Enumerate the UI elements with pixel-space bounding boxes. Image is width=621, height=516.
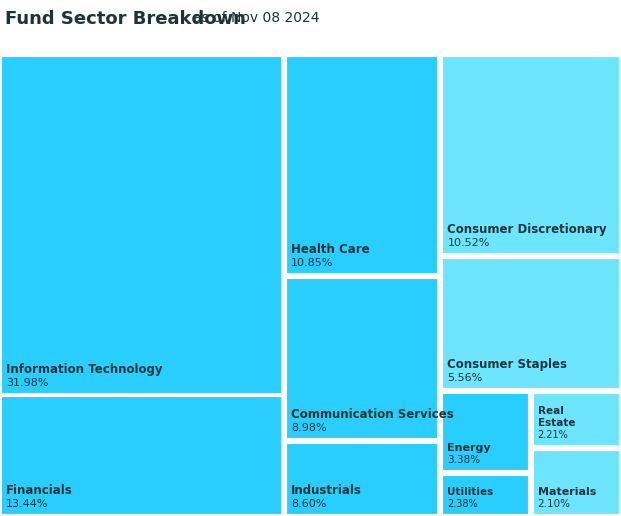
Bar	[533, 450, 620, 515]
Text: Consumer Discretionary: Consumer Discretionary	[448, 223, 607, 236]
Text: 2.38%: 2.38%	[448, 499, 478, 509]
Text: 3.38%: 3.38%	[448, 455, 481, 465]
Bar	[442, 475, 528, 515]
Text: 2.21%: 2.21%	[538, 430, 568, 440]
Text: Communication Services: Communication Services	[291, 408, 454, 421]
Text: 10.52%: 10.52%	[448, 238, 490, 248]
Bar	[442, 258, 620, 389]
Text: Information Technology: Information Technology	[6, 363, 163, 376]
Text: Fund Sector Breakdown: Fund Sector Breakdown	[5, 10, 246, 28]
Bar	[1, 56, 282, 394]
Text: 8.98%: 8.98%	[291, 423, 327, 433]
Text: Real
Estate: Real Estate	[538, 407, 575, 428]
Bar	[286, 56, 438, 274]
Bar	[442, 56, 620, 254]
Bar	[286, 443, 438, 515]
Bar	[442, 393, 528, 471]
Text: Financials: Financials	[6, 484, 73, 497]
Bar	[533, 393, 620, 446]
Text: as of Nov 08 2024: as of Nov 08 2024	[193, 11, 319, 25]
Text: Energy: Energy	[448, 443, 491, 453]
Text: Utilities: Utilities	[448, 487, 494, 497]
Text: Consumer Staples: Consumer Staples	[448, 358, 568, 371]
Text: 2.10%: 2.10%	[538, 499, 571, 509]
Text: 8.60%: 8.60%	[291, 499, 326, 509]
Bar	[286, 278, 438, 439]
Bar	[1, 396, 282, 515]
Text: 5.56%: 5.56%	[448, 373, 483, 383]
Text: Industrials: Industrials	[291, 484, 362, 497]
Text: Health Care: Health Care	[291, 243, 369, 256]
Text: 13.44%: 13.44%	[6, 499, 48, 509]
Text: Materials: Materials	[538, 487, 596, 497]
Text: 31.98%: 31.98%	[6, 378, 48, 388]
Text: 10.85%: 10.85%	[291, 258, 333, 268]
